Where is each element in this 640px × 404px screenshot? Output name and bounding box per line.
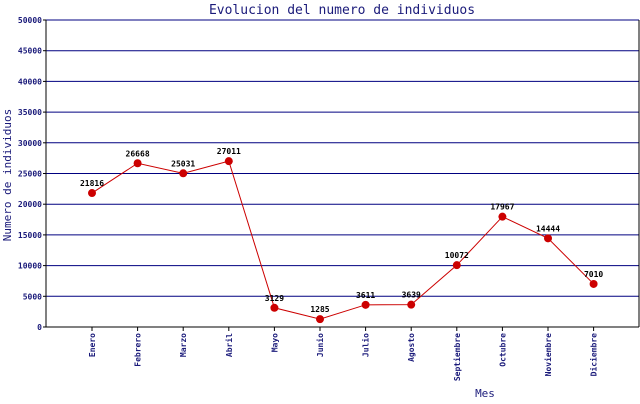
x-tick-label: Enero (88, 333, 97, 357)
data-point (179, 169, 188, 178)
data-point (88, 189, 96, 198)
x-tick-label: Septiembre (452, 333, 462, 381)
y-tick-label: 50000 (18, 16, 42, 25)
data-label: 3129 (265, 294, 284, 303)
y-tick-label: 30000 (18, 139, 42, 148)
data-label: 27011 (217, 147, 241, 156)
data-point (589, 279, 598, 288)
data-point (316, 315, 324, 324)
x-tick-label: Octubre (498, 333, 507, 367)
x-tick-label: Junio (315, 333, 325, 357)
data-point (133, 159, 142, 168)
data-point (498, 212, 507, 221)
data-point (361, 300, 370, 309)
x-axis-title: Mes (475, 387, 495, 400)
x-tick-label: Marzo (179, 333, 188, 357)
y-tick-label: 25000 (18, 170, 42, 179)
data-point (224, 157, 233, 166)
y-tick-label: 15000 (18, 231, 42, 240)
data-label: 17967 (490, 203, 514, 212)
data-label: 3639 (402, 291, 421, 300)
data-point (407, 300, 416, 309)
data-label: 21816 (80, 179, 104, 188)
data-point (270, 303, 279, 312)
y-tick-label: 45000 (18, 47, 42, 56)
y-axis-title: Numero de individuos (1, 109, 14, 241)
data-label: 26668 (126, 149, 150, 158)
data-label: 3611 (356, 291, 375, 300)
x-tick-label: Noviembre (543, 333, 553, 377)
x-tick-label: Mayo (270, 333, 279, 352)
data-label: 25031 (171, 159, 195, 168)
data-label: 14444 (536, 224, 560, 233)
data-label: 1285 (310, 305, 329, 314)
y-tick-label: 5000 (23, 292, 42, 301)
series-line (91, 160, 594, 320)
x-tick-label: Julio (361, 333, 371, 357)
y-tick-label: 0 (37, 323, 42, 332)
x-tick-label: Febrero (134, 333, 143, 367)
y-tick-label: 20000 (18, 200, 42, 209)
data-label: 7010 (584, 270, 603, 279)
plot-area: 0 5000 10000 15000 20000 25000 30000 35000 40000… (18, 16, 640, 381)
x-tick-label: Diciembre (589, 333, 599, 377)
data-label: 10072 (445, 251, 469, 260)
data-point (544, 234, 552, 243)
y-tick-label: 10000 (18, 262, 42, 271)
x-tick-label: Abril (224, 333, 234, 357)
chart-title: Evolucion del numero de individuos (209, 3, 475, 18)
y-tick-label: 35000 (18, 108, 42, 117)
y-tick-label: 40000 (18, 77, 42, 86)
x-tick-label: Agosto (407, 333, 416, 362)
data-point (452, 261, 461, 270)
